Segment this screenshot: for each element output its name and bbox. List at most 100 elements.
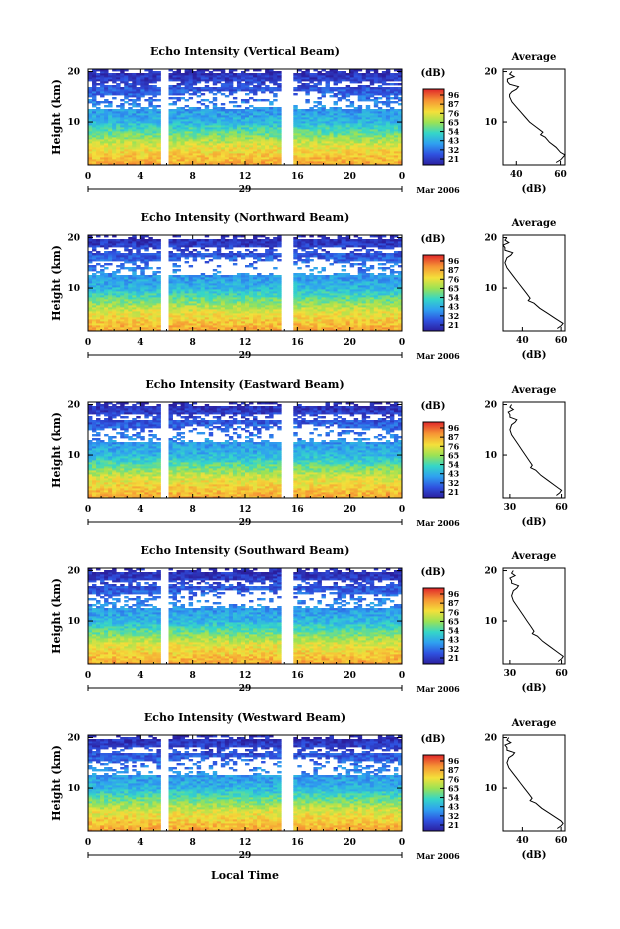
heatmap-cell (128, 311, 133, 314)
heatmap-cell (152, 127, 157, 130)
heatmap-cell (140, 307, 145, 310)
heatmap-cell (168, 299, 173, 302)
heatmap-cell (309, 129, 314, 132)
heatmap-cell (249, 139, 254, 142)
heatmap-cell (104, 253, 109, 256)
heatmap-cell (277, 139, 282, 142)
heatmap-cell (172, 139, 177, 142)
heatmap-cell (180, 135, 186, 138)
heatmap-cell (148, 101, 153, 104)
heatmap-cell (92, 295, 97, 298)
heatmap-cell (180, 141, 186, 144)
heatmap-cell (353, 69, 359, 72)
heatmap-cell (293, 105, 298, 108)
heatmap-cell (104, 159, 109, 162)
heatmap-cell (204, 129, 210, 132)
heatmap-cell (96, 137, 101, 140)
heatmap-cell (293, 145, 298, 148)
heatmap-cell (321, 135, 326, 138)
heatmap-cell (365, 131, 371, 134)
heatmap-cell (156, 79, 161, 82)
heatmap-cell (369, 139, 375, 142)
heatmap-cell (140, 89, 145, 92)
heatmap-cell (168, 279, 173, 282)
heatmap-cell (132, 125, 137, 128)
heatmap-cell (120, 117, 125, 120)
heatmap-cell (96, 155, 101, 158)
heatmap-cell (341, 127, 347, 130)
heatmap-cell (136, 245, 141, 248)
heatmap-cell (228, 129, 234, 132)
heatmap-cell (116, 289, 121, 292)
heatmap-cell (92, 153, 97, 156)
heatmap-cell (329, 149, 334, 152)
heatmap-cell (136, 91, 141, 94)
heatmap-cell (309, 127, 314, 130)
heatmap-cell (140, 237, 145, 240)
heatmap-cell (176, 157, 181, 160)
heatmap-cell (313, 121, 318, 124)
heatmap-cell (212, 125, 218, 128)
heatmap-cell (321, 147, 326, 150)
heatmap-cell (112, 85, 117, 88)
heatmap-cell (92, 101, 97, 104)
heatmap-cell (212, 149, 218, 152)
heatmap-cell (156, 127, 161, 130)
heatmap-cell (168, 73, 173, 76)
heatmap-cell (140, 257, 145, 260)
heatmap-cell (393, 75, 399, 78)
heatmap-cell (100, 131, 105, 134)
heatmap-cell (148, 299, 153, 302)
heatmap-cell (140, 269, 145, 272)
heatmap-cell (156, 285, 161, 288)
heatmap-cell (124, 117, 129, 120)
heatmap-cell (192, 131, 198, 134)
heatmap-cell (389, 125, 395, 128)
heatmap-cell (253, 131, 258, 134)
heatmap-cell (180, 115, 186, 118)
heatmap-cell (313, 117, 318, 120)
heatmap-cell (92, 123, 97, 126)
heatmap-cell (349, 143, 355, 146)
heatmap-cell (88, 117, 93, 120)
heatmap-cell (136, 129, 141, 132)
heatmap-cell (385, 79, 391, 82)
heatmap-cell (224, 239, 230, 242)
heatmap-cell (188, 149, 194, 152)
heatmap-cell (92, 305, 97, 308)
heatmap-cell (144, 129, 149, 132)
heatmap-cell (96, 323, 101, 326)
heatmap-cell (100, 281, 105, 284)
heatmap-cell (369, 109, 375, 112)
heatmap-cell (204, 253, 210, 256)
heatmap-cell (265, 275, 270, 278)
heatmap-cell (92, 83, 97, 86)
heatmap-cell (397, 111, 403, 114)
heatmap-cell (148, 113, 153, 116)
heatmap-cell (204, 121, 210, 124)
heatmap-cell (132, 83, 137, 86)
heatmap-cell (337, 91, 343, 94)
heatmap-cell (204, 117, 210, 120)
heatmap-cell (240, 85, 246, 88)
heatmap-cell (100, 303, 105, 306)
heatmap-cell (228, 139, 234, 142)
heatmap-cell (333, 137, 338, 140)
heatmap-cell (148, 267, 153, 270)
heatmap-cell (188, 323, 194, 326)
heatmap-cell (337, 125, 343, 128)
heatmap-cell (385, 77, 391, 80)
heatmap-cell (240, 121, 246, 124)
heatmap-cell (353, 79, 359, 82)
heatmap-cell (385, 115, 391, 118)
heatmap-cell (309, 155, 314, 158)
heatmap-cell (389, 163, 395, 166)
heatmap-cell (112, 289, 117, 292)
heatmap-cell (381, 155, 387, 158)
heatmap-cell (220, 139, 226, 142)
heatmap-cell (128, 325, 133, 328)
heatmap-cell (144, 243, 149, 246)
heatmap-cell (120, 159, 125, 162)
heatmap-cell (361, 139, 367, 142)
heatmap-cell (204, 109, 210, 112)
